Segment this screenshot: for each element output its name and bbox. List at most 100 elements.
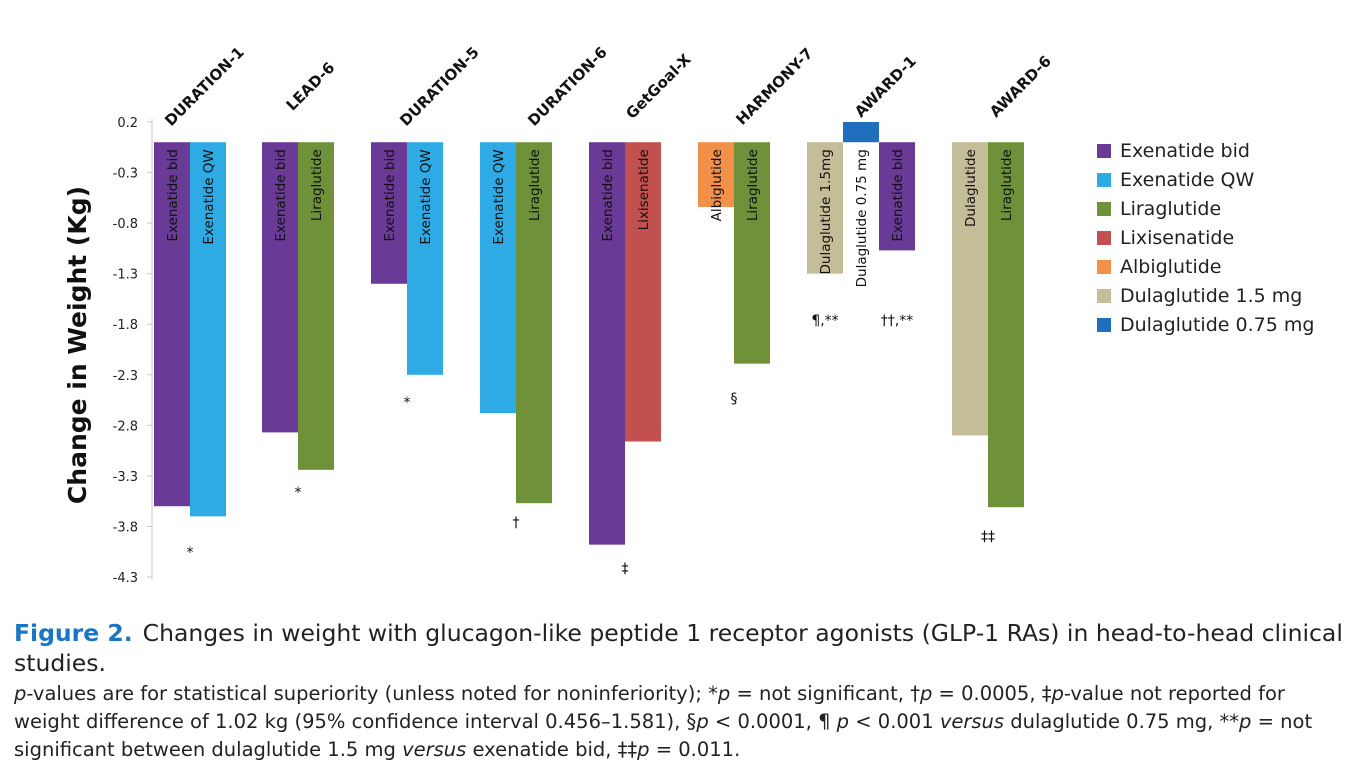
footnote-versus: versus [402, 738, 467, 761]
bar-label: Liraglutide [745, 149, 761, 221]
footnote-text: -values are for statistical superiority … [26, 682, 718, 705]
bar [698, 142, 734, 207]
y-tick-label: -3.8 [113, 520, 138, 535]
bar [371, 142, 407, 284]
bar-label: Exenatide bid [600, 149, 616, 241]
legend-label: Exenatide QW [1120, 168, 1255, 191]
footnote-p: p [696, 710, 709, 733]
bar [407, 142, 443, 375]
figure-title: Figure 2. Changes in weight with glucagon… [14, 618, 1354, 678]
weight-change-chart: 0.2 -0.3 -0.8 -1.3 -1.8 -2.3 -2.8 -3.3 -3.8 -4.3 C… [63, 43, 1055, 586]
bar-label: Exenatide QW [201, 149, 217, 244]
y-tick-label: -1.8 [113, 318, 138, 333]
footnote-text: exenatide bid, ‡‡ [466, 738, 638, 761]
y-axis-title: Change in Weight (Kg) [63, 186, 92, 504]
bar-label: Dulaglutide 0.75 mg [854, 149, 870, 287]
study-annotation: * [187, 545, 194, 561]
footnote-text: = 0.0005, ‡ [932, 682, 1052, 705]
bar-label: Exenatide bid [273, 149, 289, 241]
bar [807, 142, 843, 274]
footnote-versus: versus [939, 710, 1005, 733]
footnote-p: p [919, 682, 933, 705]
bar [879, 142, 915, 251]
footnote-text: = not significant between dulaglutide 1.… [14, 710, 1313, 761]
footnote-p: p [717, 682, 731, 705]
legend-swatch [1097, 172, 1111, 187]
legend-item: Dulaglutide 1.5 mg [1097, 281, 1314, 310]
bar [262, 142, 298, 433]
study-title: DURATION-6 [524, 43, 611, 130]
bar-label: Lixisenatide [636, 149, 652, 230]
footnote-p: p [836, 710, 850, 733]
footnote-text: dulaglutide 0.75 mg, ** [1004, 710, 1240, 733]
bar [988, 142, 1024, 508]
bar [589, 142, 625, 545]
y-tick-label: -4.3 [113, 571, 138, 586]
y-tick-label: -0.8 [113, 217, 138, 232]
figure-caption: Figure 2. Changes in weight with glucagon… [14, 618, 1354, 764]
footnote-p: p [1239, 710, 1252, 733]
y-tick-label: 0.2 [117, 116, 138, 131]
bar [516, 142, 552, 504]
legend-swatch [1097, 317, 1111, 332]
legend-item: Exenatide QW [1097, 165, 1314, 194]
study-title: HARMONY-7 [732, 44, 816, 128]
bar-label: Exenatide bid [890, 149, 906, 241]
study-annotation: § [731, 391, 738, 407]
study-title: AWARD-6 [986, 52, 1055, 121]
legend-swatch [1097, 259, 1111, 274]
legend-swatch [1097, 201, 1111, 216]
legend-label: Dulaglutide 1.5 mg [1120, 284, 1303, 307]
legend-item: Lixisenatide [1097, 223, 1314, 252]
legend-label: Lixisenatide [1120, 226, 1235, 249]
footnote-text: = 0.011. [649, 738, 741, 761]
bar [625, 142, 661, 442]
footnote-text: = not significant, † [730, 682, 920, 705]
legend-item: Exenatide bid [1097, 136, 1314, 165]
study-title: DURATION-5 [396, 43, 483, 130]
legend-label: Dulaglutide 0.75 mg [1120, 313, 1315, 336]
y-tick-label: -0.3 [113, 167, 138, 182]
bar [190, 142, 226, 517]
bar [952, 142, 988, 436]
legend-swatch [1097, 230, 1111, 245]
study-title: DURATION-1 [161, 43, 248, 130]
footnote-text: < 0.001 [849, 710, 940, 733]
legend-swatch [1097, 288, 1111, 303]
study-title: GetGoal-X [622, 50, 695, 123]
study-annotation: † [513, 515, 520, 531]
legend-item: Albiglutide [1097, 252, 1314, 281]
bar-label: Liraglutide [527, 149, 543, 221]
y-tick-label: -2.3 [113, 369, 138, 384]
chart-legend: Exenatide bid Exenatide QW Liraglutide Lixi… [1097, 136, 1314, 339]
legend-label: Albiglutide [1120, 255, 1222, 278]
footnote-text: -value not reported for weight differenc… [14, 682, 1285, 733]
study-title: AWARD-1 [851, 52, 920, 121]
bar [734, 142, 770, 364]
study-annotation: * [404, 395, 411, 411]
study-annotation: ‡ [622, 561, 629, 577]
bar [298, 142, 334, 470]
bar-annotation: ¶,** [811, 313, 838, 329]
bar [480, 142, 516, 414]
bar-label: Liraglutide [999, 149, 1015, 221]
bar-label: Dulaglutide [963, 149, 979, 227]
y-tick-label: -2.8 [113, 419, 138, 434]
bar-label: Dulaglutide 1.5mg [818, 149, 834, 274]
legend-label: Exenatide bid [1120, 139, 1250, 162]
bar [843, 122, 879, 143]
footnote-p: p [1051, 682, 1064, 705]
footnote-text: < 0.0001, ¶ [708, 710, 837, 733]
legend-item: Liraglutide [1097, 194, 1314, 223]
bar-label: Albiglutide [709, 149, 725, 221]
y-tick-label: -1.3 [113, 268, 138, 283]
y-tick-label: -3.3 [113, 470, 138, 485]
bar-label: Exenatide bid [165, 149, 181, 241]
footnote-p: p [14, 682, 27, 705]
bar-label: Exenatide QW [491, 149, 507, 244]
bar-label: Exenatide QW [418, 149, 434, 244]
bar [154, 142, 190, 507]
study-annotation: * [295, 485, 302, 501]
figure-number: Figure 2. [14, 619, 133, 647]
footnote-p: p [637, 738, 650, 761]
